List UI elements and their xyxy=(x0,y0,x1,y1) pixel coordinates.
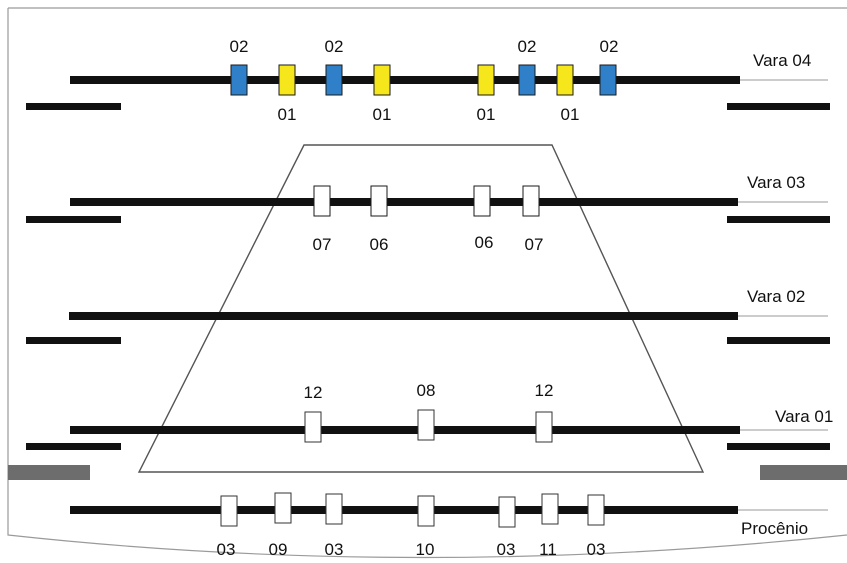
light-instrument xyxy=(417,409,435,441)
batten-vara-04: Vara 04 02 01 02 01 01 02 01 02 xyxy=(70,37,828,124)
side-pipe-right xyxy=(727,443,830,450)
light-code-label: 02 xyxy=(230,37,249,56)
side-pipe-left xyxy=(26,443,121,450)
light-instrument xyxy=(313,185,331,217)
batten-vara-03: Vara 03 07 06 06 07 xyxy=(70,173,828,254)
light-instrument xyxy=(473,185,491,217)
light-instrument xyxy=(522,185,540,217)
light-code-label: 01 xyxy=(477,105,496,124)
batten-vara-02: Vara 02 xyxy=(69,287,828,320)
light-code-label: 07 xyxy=(313,235,332,254)
light-instrument xyxy=(541,493,559,525)
batten-pipe xyxy=(70,506,738,514)
acting-area-trapezoid xyxy=(137,144,705,473)
batten-label: Vara 04 xyxy=(753,51,811,70)
side-pipe-right xyxy=(727,103,830,110)
light-code-label: 09 xyxy=(269,540,288,559)
batten-label: Vara 02 xyxy=(747,287,805,306)
light-instrument xyxy=(370,185,388,217)
stage-outline xyxy=(7,8,847,559)
light-instrument xyxy=(587,494,605,526)
light-code-label: 10 xyxy=(416,540,435,559)
light-instrument xyxy=(373,64,391,96)
batten-label: Procênio xyxy=(741,519,808,538)
light-instrument xyxy=(477,64,495,96)
batten-proscenium: Procênio 03 09 03 10 03 11 03 xyxy=(70,492,828,559)
light-code-label: 02 xyxy=(600,37,619,56)
light-instrument xyxy=(599,64,617,96)
side-pipes xyxy=(26,103,830,450)
light-instrument xyxy=(220,495,238,527)
batten-label: Vara 01 xyxy=(775,407,833,426)
batten-label: Vara 03 xyxy=(747,173,805,192)
left-wing-masking xyxy=(8,465,90,480)
light-code-label: 01 xyxy=(561,105,580,124)
light-code-label: 01 xyxy=(278,105,297,124)
light-code-label: 12 xyxy=(304,383,323,402)
light-instrument xyxy=(535,411,553,443)
side-pipe-left xyxy=(26,103,121,110)
light-code-label: 01 xyxy=(373,105,392,124)
side-pipe-left xyxy=(26,216,121,223)
light-code-label: 02 xyxy=(518,37,537,56)
light-code-label: 07 xyxy=(525,235,544,254)
light-code-label: 08 xyxy=(417,381,436,400)
light-instrument xyxy=(278,64,296,96)
light-instrument xyxy=(556,64,574,96)
light-instrument xyxy=(304,411,322,443)
side-pipe-left xyxy=(26,337,121,344)
light-code-label: 06 xyxy=(370,235,389,254)
batten-pipe xyxy=(70,426,740,434)
light-instrument xyxy=(230,64,248,96)
light-instrument xyxy=(274,492,292,524)
light-code-label: 06 xyxy=(475,233,494,252)
light-code-label: 03 xyxy=(497,540,516,559)
side-pipe-right xyxy=(727,337,830,344)
light-code-label: 03 xyxy=(587,540,606,559)
batten-vara-01: Vara 01 12 08 12 xyxy=(70,381,833,443)
batten-pipe xyxy=(70,76,740,84)
light-instrument xyxy=(325,493,343,525)
batten-pipe xyxy=(69,312,738,320)
side-pipe-right xyxy=(727,216,830,223)
light-code-label: 02 xyxy=(325,37,344,56)
light-code-label: 11 xyxy=(539,540,557,559)
light-instrument xyxy=(518,64,536,96)
light-code-label: 12 xyxy=(535,381,554,400)
light-instrument xyxy=(325,64,343,96)
right-wing-masking xyxy=(760,465,847,480)
light-code-label: 03 xyxy=(217,540,236,559)
batten-pipe xyxy=(70,198,738,206)
light-code-label: 03 xyxy=(325,540,344,559)
light-instrument xyxy=(498,496,516,528)
light-instrument xyxy=(417,495,435,527)
